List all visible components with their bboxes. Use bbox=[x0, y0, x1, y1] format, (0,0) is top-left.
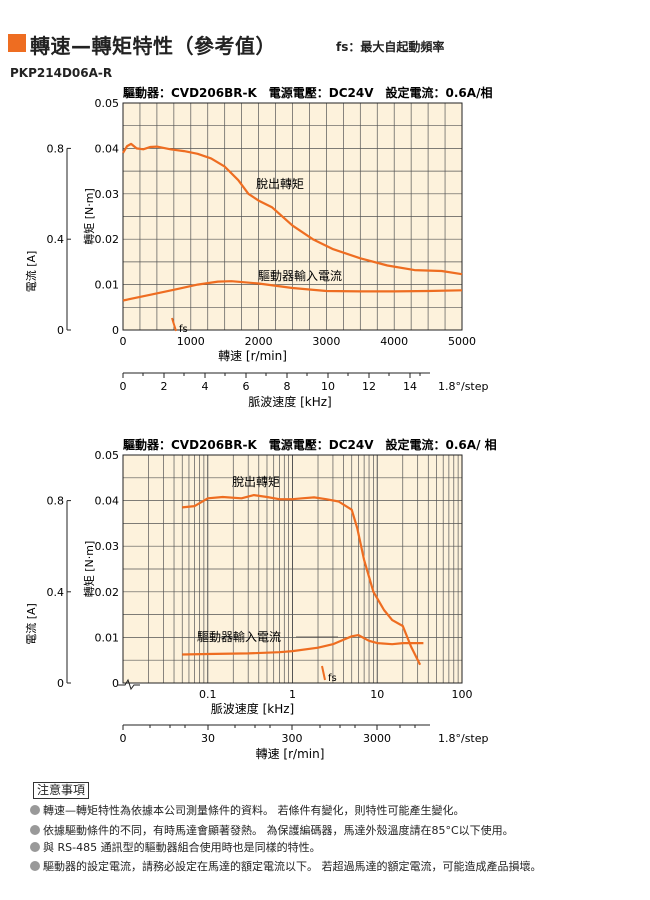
current-tick-label: 0 bbox=[57, 677, 64, 690]
y-axis-label: 轉矩 [N·m] bbox=[83, 188, 96, 245]
x-tick-label: 3000 bbox=[312, 335, 340, 348]
note-item: 轉速—轉矩特性為依據本公司測量條件的資料。 若條件有變化，則特性可能產生變化。 bbox=[30, 802, 465, 818]
pullout-torque-line bbox=[182, 494, 422, 666]
secondary-tick-label: 300 bbox=[282, 732, 303, 745]
current-tick-label: 0.8 bbox=[47, 142, 65, 155]
secondary-tick-label: 0 bbox=[120, 732, 127, 745]
secondary-x-label: 轉速 [r/min] bbox=[256, 747, 325, 761]
page-title: 轉速—轉矩特性（參考值） bbox=[30, 34, 276, 58]
y-tick-label: 0.01 bbox=[95, 631, 120, 644]
fs-label: fs bbox=[328, 673, 337, 684]
y-tick-label: 0.02 bbox=[95, 586, 120, 599]
secondary-tick-label: 0 bbox=[120, 380, 127, 393]
y-tick-label: 0.05 bbox=[95, 97, 120, 110]
y-tick-label: 0.04 bbox=[95, 495, 120, 508]
input-current-line bbox=[182, 633, 424, 656]
x-tick-label: 0 bbox=[120, 335, 127, 348]
x-tick-label: 1 bbox=[289, 688, 296, 701]
y-tick-label: 0 bbox=[112, 677, 119, 690]
current-tick-label: 0.4 bbox=[47, 233, 65, 246]
y-tick-label: 0.03 bbox=[95, 188, 120, 201]
bullet-icon bbox=[30, 842, 40, 852]
secondary-x-label: 脈波速度 [kHz] bbox=[248, 394, 331, 409]
bullet-icon bbox=[30, 861, 40, 871]
y-tick-label: 0.05 bbox=[95, 449, 120, 462]
x-tick-label: 100 bbox=[452, 688, 473, 701]
x-tick-label: 1000 bbox=[177, 335, 205, 348]
x-tick-label: 4000 bbox=[380, 335, 408, 348]
step-angle: 1.8°/step bbox=[438, 380, 489, 393]
charts-canvas: 驅動器：CVD206BR-K 電源電壓：DC24V 設定電流：0.6A/相 0 0.… bbox=[24, 85, 497, 761]
note-text: 依據驅動條件的不同，有時馬達會顯著發熱。 為保護編碼器，馬達外殼溫度請在85°C… bbox=[43, 824, 514, 837]
fs-marker bbox=[321, 665, 326, 681]
header-accent-square bbox=[8, 34, 26, 52]
secondary-tick-label: 12 bbox=[362, 380, 376, 393]
y-tick-label: 0.04 bbox=[95, 142, 120, 155]
y-tick-label: 0.01 bbox=[95, 279, 120, 292]
y-tick-label: 0 bbox=[112, 324, 119, 337]
bullet-icon bbox=[30, 805, 40, 815]
current-tick-label: 0.4 bbox=[47, 586, 65, 599]
note-text: 驅動器的設定電流，請務必設定在馬達的額定電流以下。 若超過馬達的額定電流，可能造… bbox=[43, 860, 542, 873]
model-number: PKP214D06A-R bbox=[10, 66, 113, 80]
driver-info: 驅動器：CVD206BR-K 電源電壓：DC24V 設定電流：0.6A/相 bbox=[123, 85, 492, 100]
step-angle: 1.8°/step bbox=[438, 732, 489, 745]
fs-marker bbox=[171, 317, 177, 332]
current-tick-label: 0 bbox=[57, 324, 64, 337]
fs-definition: fs：最大自起動頻率 bbox=[336, 40, 445, 54]
secondary-tick-label: 6 bbox=[243, 380, 250, 393]
x-tick-label: 5000 bbox=[448, 335, 476, 348]
x-tick-label: 10 bbox=[370, 688, 384, 701]
secondary-tick-label: 2 bbox=[161, 380, 168, 393]
current-axis-label: 電流 [A] bbox=[24, 603, 38, 645]
current-axis-label: 電流 [A] bbox=[24, 251, 38, 293]
y-axis-label: 轉矩 [N·m] bbox=[83, 541, 96, 598]
series-label-torque: 脫出轉矩 bbox=[256, 176, 304, 191]
series-label-current: 驅動器輸入電流 bbox=[258, 268, 342, 283]
secondary-tick-label: 8 bbox=[284, 380, 291, 393]
x-tick-label: 0.1 bbox=[199, 688, 217, 701]
note-item: 依據驅動條件的不同，有時馬達會顯著發熱。 為保護編碼器，馬達外殼溫度請在85°C… bbox=[30, 822, 514, 838]
driver-info: 驅動器：CVD206BR-K 電源電壓：DC24V 設定電流：0.6A/ 相 bbox=[123, 437, 497, 452]
x-axis-label: 脈波速度 [kHz] bbox=[211, 701, 294, 716]
note-item: 驅動器的設定電流，請務必設定在馬達的額定電流以下。 若超過馬達的額定電流，可能造… bbox=[30, 858, 542, 874]
note-text: 轉速—轉矩特性為依據本公司測量條件的資料。 若條件有變化，則特性可能產生變化。 bbox=[43, 804, 465, 817]
pullout-torque-line bbox=[122, 142, 463, 276]
plot-frame bbox=[122, 102, 463, 331]
note-item: 與 RS-485 通訊型的驅動器組合使用時也是同樣的特性。 bbox=[30, 839, 321, 855]
x-tick-label: 2000 bbox=[245, 335, 273, 348]
input-current-line bbox=[122, 280, 463, 302]
axis-break-icon bbox=[117, 678, 140, 691]
y-tick-label: 0.03 bbox=[95, 540, 120, 553]
x-axis-label: 轉速 [r/min] bbox=[218, 349, 287, 363]
secondary-tick-label: 3000 bbox=[363, 732, 391, 745]
secondary-tick-label: 30 bbox=[201, 732, 215, 745]
y-tick-label: 0.02 bbox=[95, 233, 120, 246]
secondary-tick-label: 14 bbox=[403, 380, 417, 393]
secondary-tick-label: 4 bbox=[202, 380, 209, 393]
plot-frame bbox=[122, 454, 463, 684]
note-text: 與 RS-485 通訊型的驅動器組合使用時也是同樣的特性。 bbox=[43, 841, 321, 854]
notes-heading: 注意事項 bbox=[33, 782, 90, 799]
series-label-torque: 脫出轉矩 bbox=[232, 474, 280, 489]
series-label-current: 驅動器輸入電流 bbox=[197, 629, 281, 644]
fs-label: fs bbox=[179, 324, 188, 335]
bullet-icon bbox=[30, 825, 40, 835]
secondary-tick-label: 10 bbox=[321, 380, 335, 393]
current-tick-label: 0.8 bbox=[47, 495, 65, 508]
